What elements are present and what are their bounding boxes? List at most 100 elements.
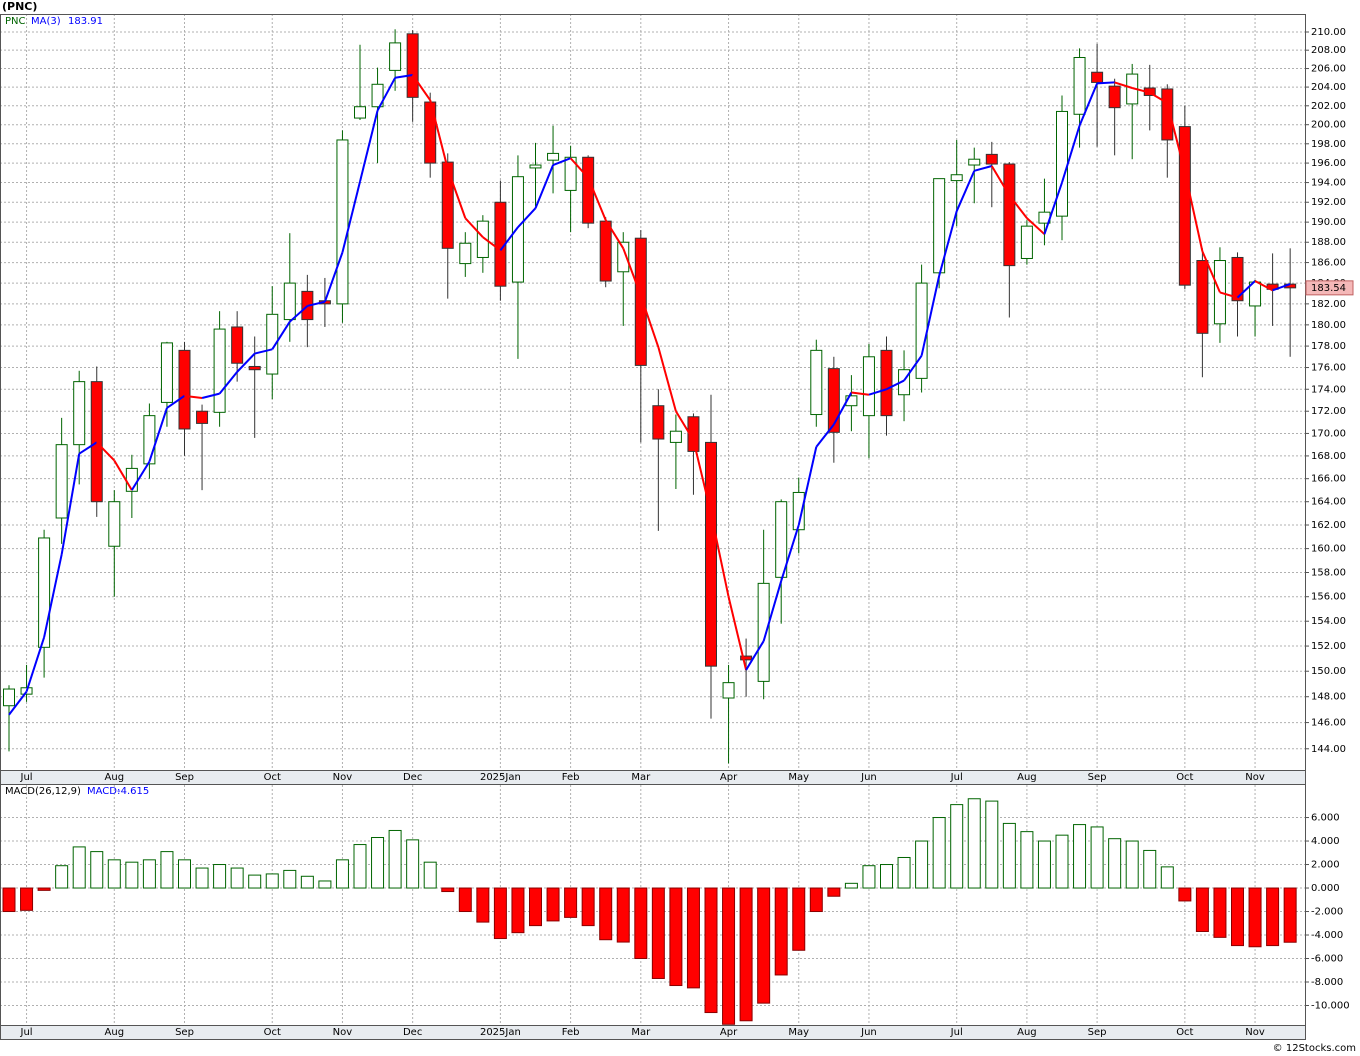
candle-body: [459, 242, 472, 265]
ma-line-segment: [727, 596, 748, 671]
x-tick-label: Nov: [1245, 1027, 1265, 1038]
y-tick-label: 164.00: [1311, 497, 1346, 508]
macd-bar: [529, 887, 542, 927]
candle-body: [424, 101, 437, 164]
macd-bar: [809, 887, 823, 913]
candle-body: [336, 139, 349, 305]
x-tick-label: Nov: [1245, 772, 1265, 783]
x-tick-label: Aug: [105, 1027, 125, 1038]
macd-bar: [458, 887, 472, 913]
candle-body: [1003, 163, 1016, 267]
macd-bar: [423, 861, 437, 889]
ma-line-segment: [376, 77, 396, 111]
x-tick-label: May: [788, 1027, 809, 1038]
ma-line-segment: [1097, 81, 1115, 85]
macd-bar: [283, 869, 297, 889]
ma-line-segment: [552, 157, 571, 166]
candle-body: [652, 405, 665, 440]
x-tick-label: Nov: [333, 772, 353, 783]
grid: [0, 14, 1309, 1025]
macd-bar: [564, 887, 578, 918]
macd-bar: [827, 887, 841, 897]
ma-line-segment: [990, 165, 1011, 196]
macd-bar: [2, 887, 16, 913]
macd-bar: [441, 887, 455, 893]
macd-bar: [1002, 822, 1016, 889]
candle-body: [740, 655, 753, 661]
y-tick-label: -4.000: [1311, 930, 1343, 941]
y-tick-label: 4.000: [1311, 836, 1340, 847]
candle-body: [862, 356, 875, 417]
macd-bar: [406, 839, 420, 889]
macd-bar: [511, 887, 525, 934]
macd-bar: [774, 887, 788, 976]
candle-body: [441, 161, 454, 249]
ma-line-segment: [675, 410, 695, 441]
y-tick-label: 210.00: [1311, 27, 1346, 38]
y-tick-label: 186.00: [1311, 258, 1346, 269]
y-tick-label: 172.00: [1311, 406, 1346, 417]
y-tick-label: -8.000: [1311, 977, 1343, 988]
macd-bar: [265, 873, 279, 889]
y-tick-label: 154.00: [1311, 616, 1346, 627]
ma-line-segment: [868, 388, 887, 396]
candle-body: [1178, 126, 1191, 286]
y-tick-label: 146.00: [1311, 718, 1346, 729]
x-tick-label: Apr: [720, 772, 738, 783]
macd-bar: [581, 887, 595, 927]
y-tick-label: 6.000: [1311, 813, 1340, 824]
x-tick-label: Jul: [20, 1027, 33, 1038]
ma-line-segment: [1254, 280, 1274, 292]
ma-line-segment: [1183, 171, 1204, 252]
ma-line-segment: [429, 99, 449, 170]
candle-body: [354, 106, 366, 119]
ma-line-segment: [832, 392, 853, 426]
ma-line-segment: [762, 580, 783, 642]
macd-bar: [704, 887, 718, 1014]
ma-line-segment: [657, 346, 677, 412]
ma-line-segment: [1236, 280, 1256, 299]
macd-bar: [20, 887, 34, 911]
y-tick-label: 188.00: [1311, 237, 1346, 248]
last-price-label: 183.54: [1311, 283, 1346, 294]
macd-bar: [1055, 834, 1069, 889]
ma-line-segment: [201, 392, 220, 399]
candle-body: [705, 441, 717, 667]
candle-body: [757, 582, 770, 682]
ma-line-segment: [307, 300, 326, 307]
ma-line-segment: [289, 305, 309, 323]
y-tick-label: 198.00: [1311, 139, 1346, 150]
macd-bar: [72, 846, 86, 889]
ma-line-segment: [920, 275, 941, 356]
macd-bar: [985, 800, 999, 889]
candle-body: [1020, 225, 1033, 259]
candle-body: [231, 326, 244, 364]
macd-bar: [230, 867, 244, 889]
macd-title: MACD(26,12,9): [5, 786, 81, 797]
candle-body: [55, 444, 68, 519]
ma-line-segment: [622, 247, 642, 296]
x-tick-label: Aug: [1017, 1027, 1037, 1038]
candle-body: [213, 328, 226, 413]
x-tick-label: Sep: [175, 772, 194, 783]
macd-bar: [950, 804, 964, 889]
ma-line-segment: [446, 168, 467, 219]
macd-bar: [739, 887, 753, 1022]
ma-line-segment: [43, 554, 63, 638]
candle-body: [915, 282, 928, 379]
macd-legend: MACD:: [87, 786, 120, 797]
marks: [2, 29, 1297, 1025]
macd-bar: [757, 887, 771, 1004]
macd-bar: [1108, 838, 1122, 889]
y-tick-label: 180.00: [1311, 320, 1346, 331]
candle-body: [476, 220, 489, 258]
y-tick-label: 202.00: [1311, 101, 1346, 112]
macd-bar: [213, 864, 227, 889]
y-tick-label: 194.00: [1311, 178, 1346, 189]
x-tick-label: Jul: [20, 772, 33, 783]
y-tick-label: 162.00: [1311, 520, 1346, 531]
x-tick-label: Feb: [562, 772, 580, 783]
candle-body: [1056, 110, 1068, 217]
x-tick-label: Jul: [950, 1027, 963, 1038]
